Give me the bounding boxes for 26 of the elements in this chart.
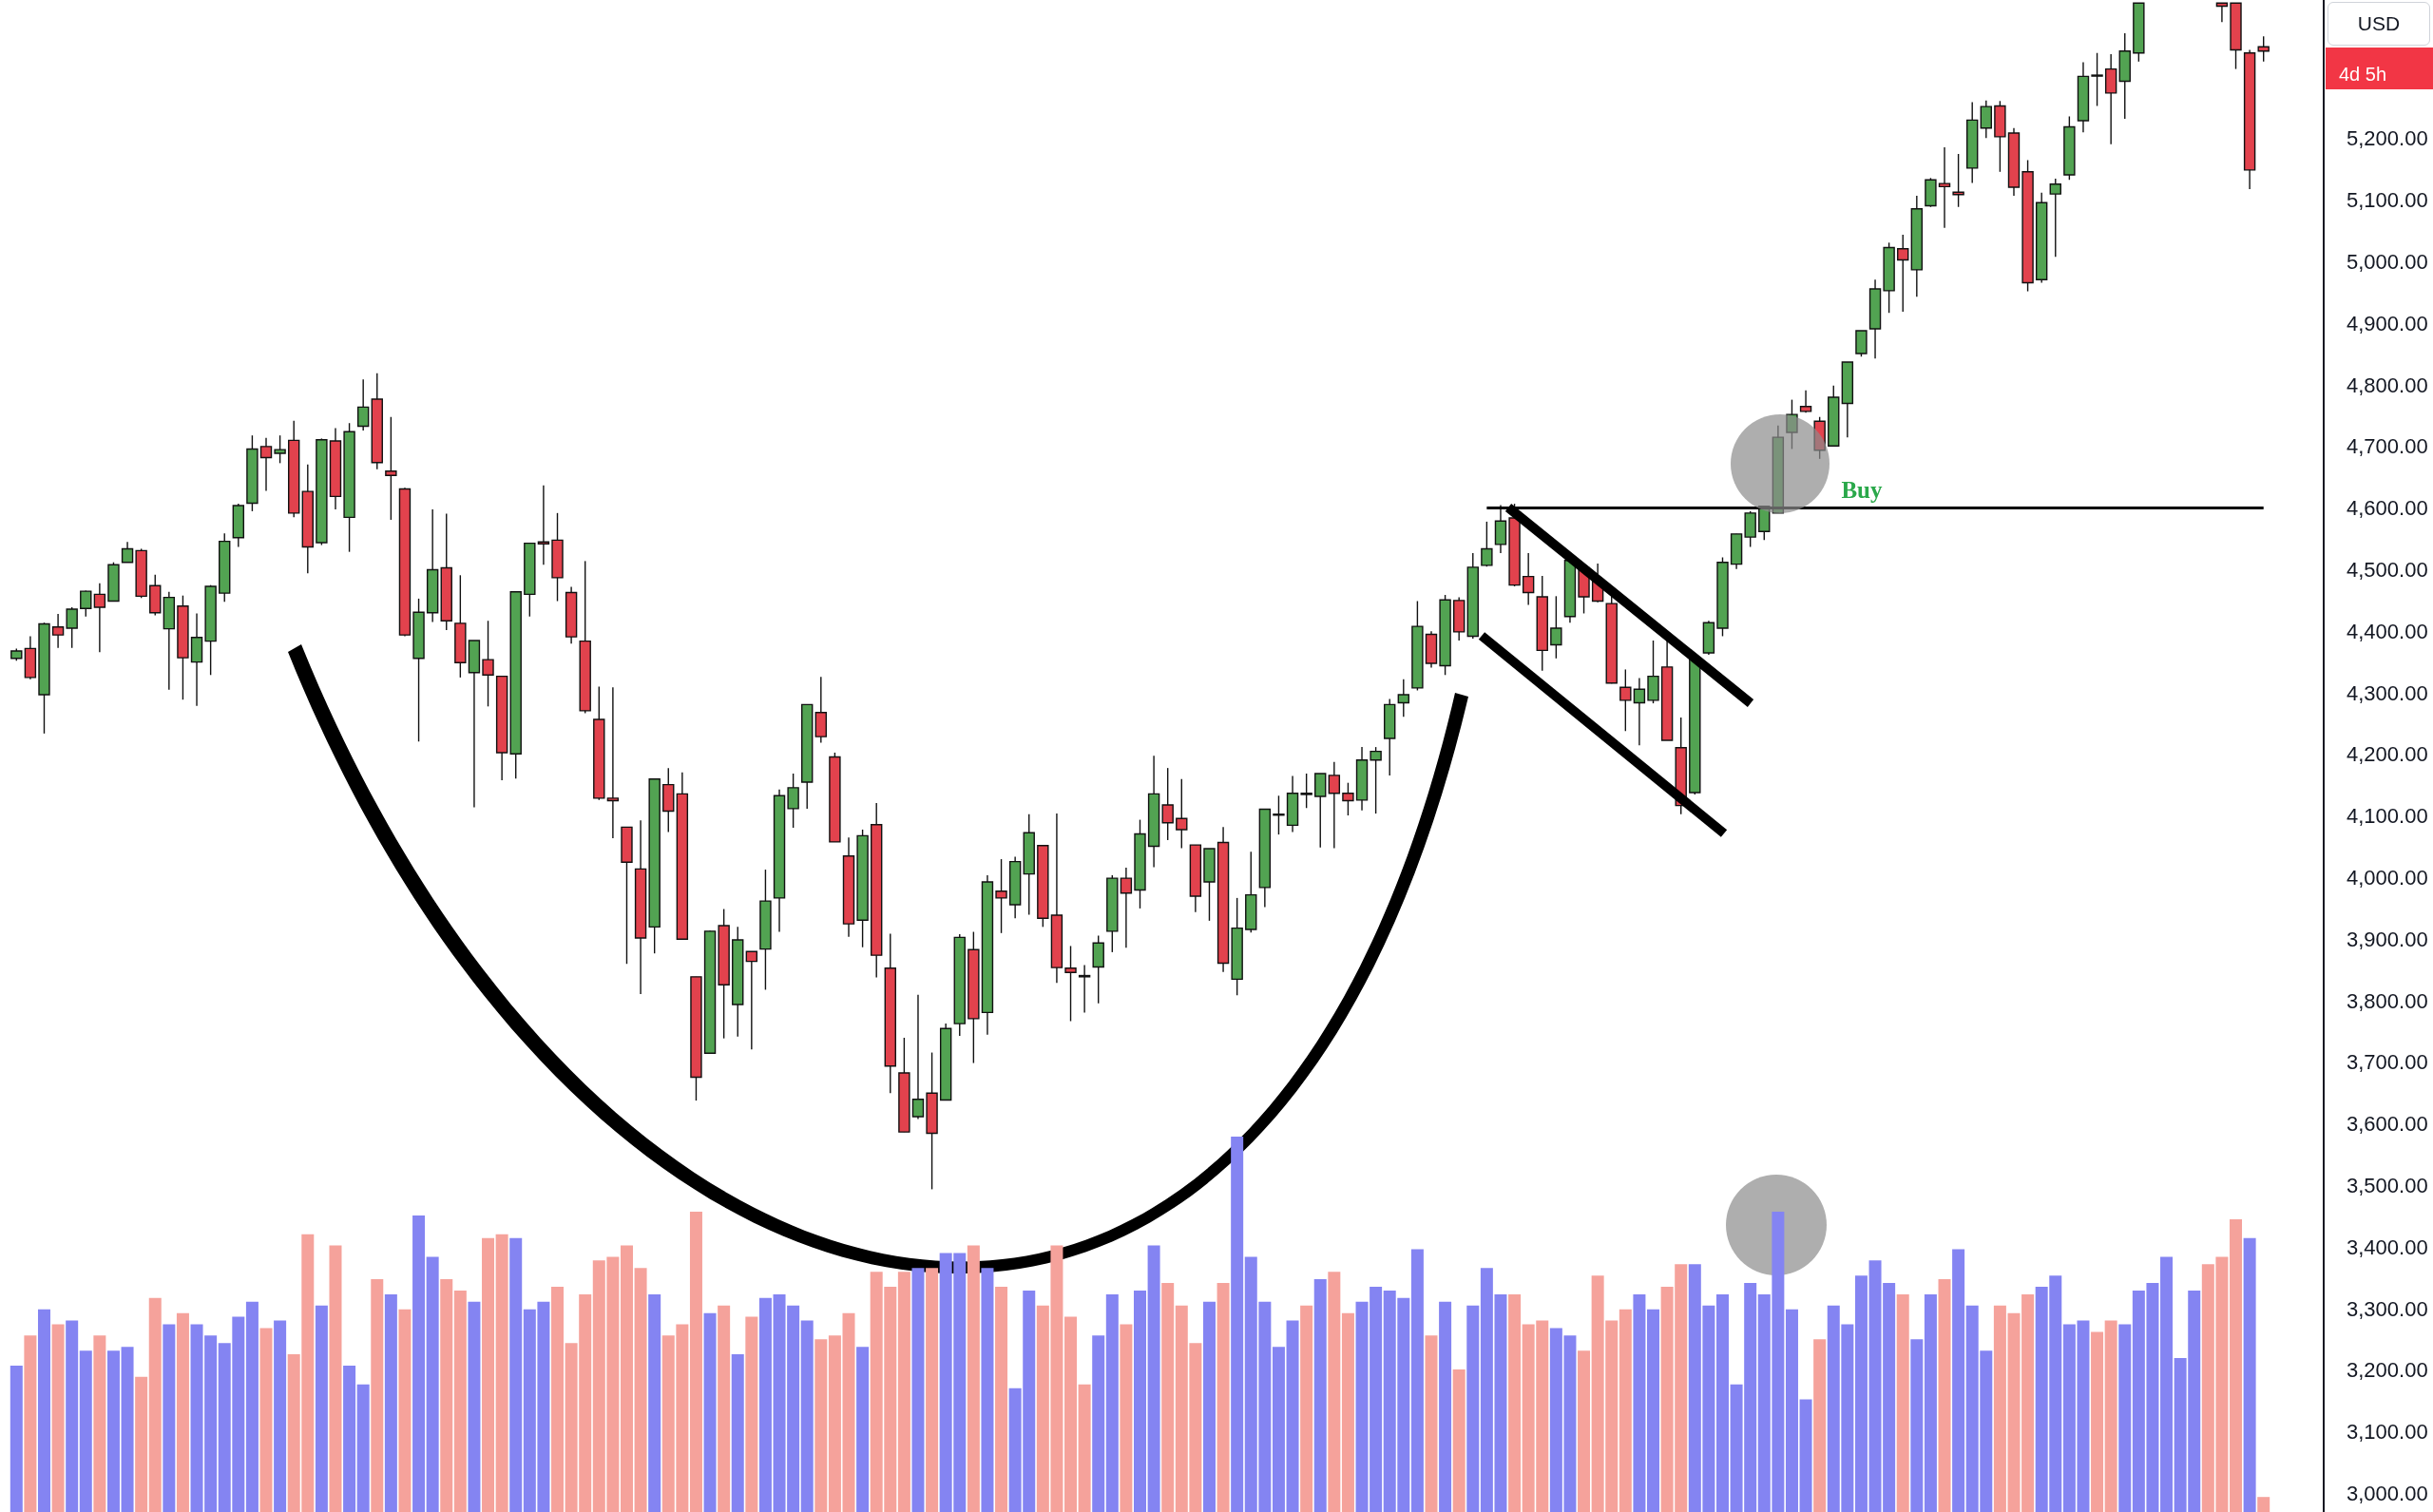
y-tick-label: 4,200.00 [2347, 742, 2428, 767]
y-tick-label: 3,900.00 [2347, 927, 2428, 951]
y-tick-label: 4,800.00 [2347, 373, 2428, 397]
text: 4d 5h [2326, 48, 2433, 89]
y-tick-label: 4,700.00 [2347, 434, 2428, 459]
ref-line-label: Buy [1841, 476, 1883, 503]
y-tick-label: 3,200.00 [2347, 1358, 2428, 1383]
y-tick-label: 3,500.00 [2347, 1174, 2428, 1198]
y-tick-label: 3,600.00 [2347, 1112, 2428, 1137]
y-tick-label: 4,000.00 [2347, 865, 2428, 890]
y-tick-label: 3,700.00 [2347, 1050, 2428, 1075]
y-tick-label: 3,100.00 [2347, 1420, 2428, 1445]
y-tick-label: 4,500.00 [2347, 557, 2428, 582]
y-tick-label: 4,400.00 [2347, 619, 2428, 643]
y-tick-label: 5,200.00 [2347, 126, 2428, 151]
y-tick-label: 3,300.00 [2347, 1296, 2428, 1321]
text: USD [2328, 2, 2430, 46]
y-tick-label: 3,800.00 [2347, 988, 2428, 1013]
y-tick-label: 4,100.00 [2347, 804, 2428, 829]
y-tick-label: 4,900.00 [2347, 311, 2428, 335]
y-tick-label: 5,000.00 [2347, 249, 2428, 274]
y-tick-label: 5,100.00 [2347, 188, 2428, 213]
y-tick-label: 3,000.00 [2347, 1482, 2428, 1506]
y-tick-label: 3,400.00 [2347, 1234, 2428, 1259]
y-tick-label: 4,600.00 [2347, 496, 2428, 521]
y-tick-label: 4,300.00 [2347, 680, 2428, 705]
